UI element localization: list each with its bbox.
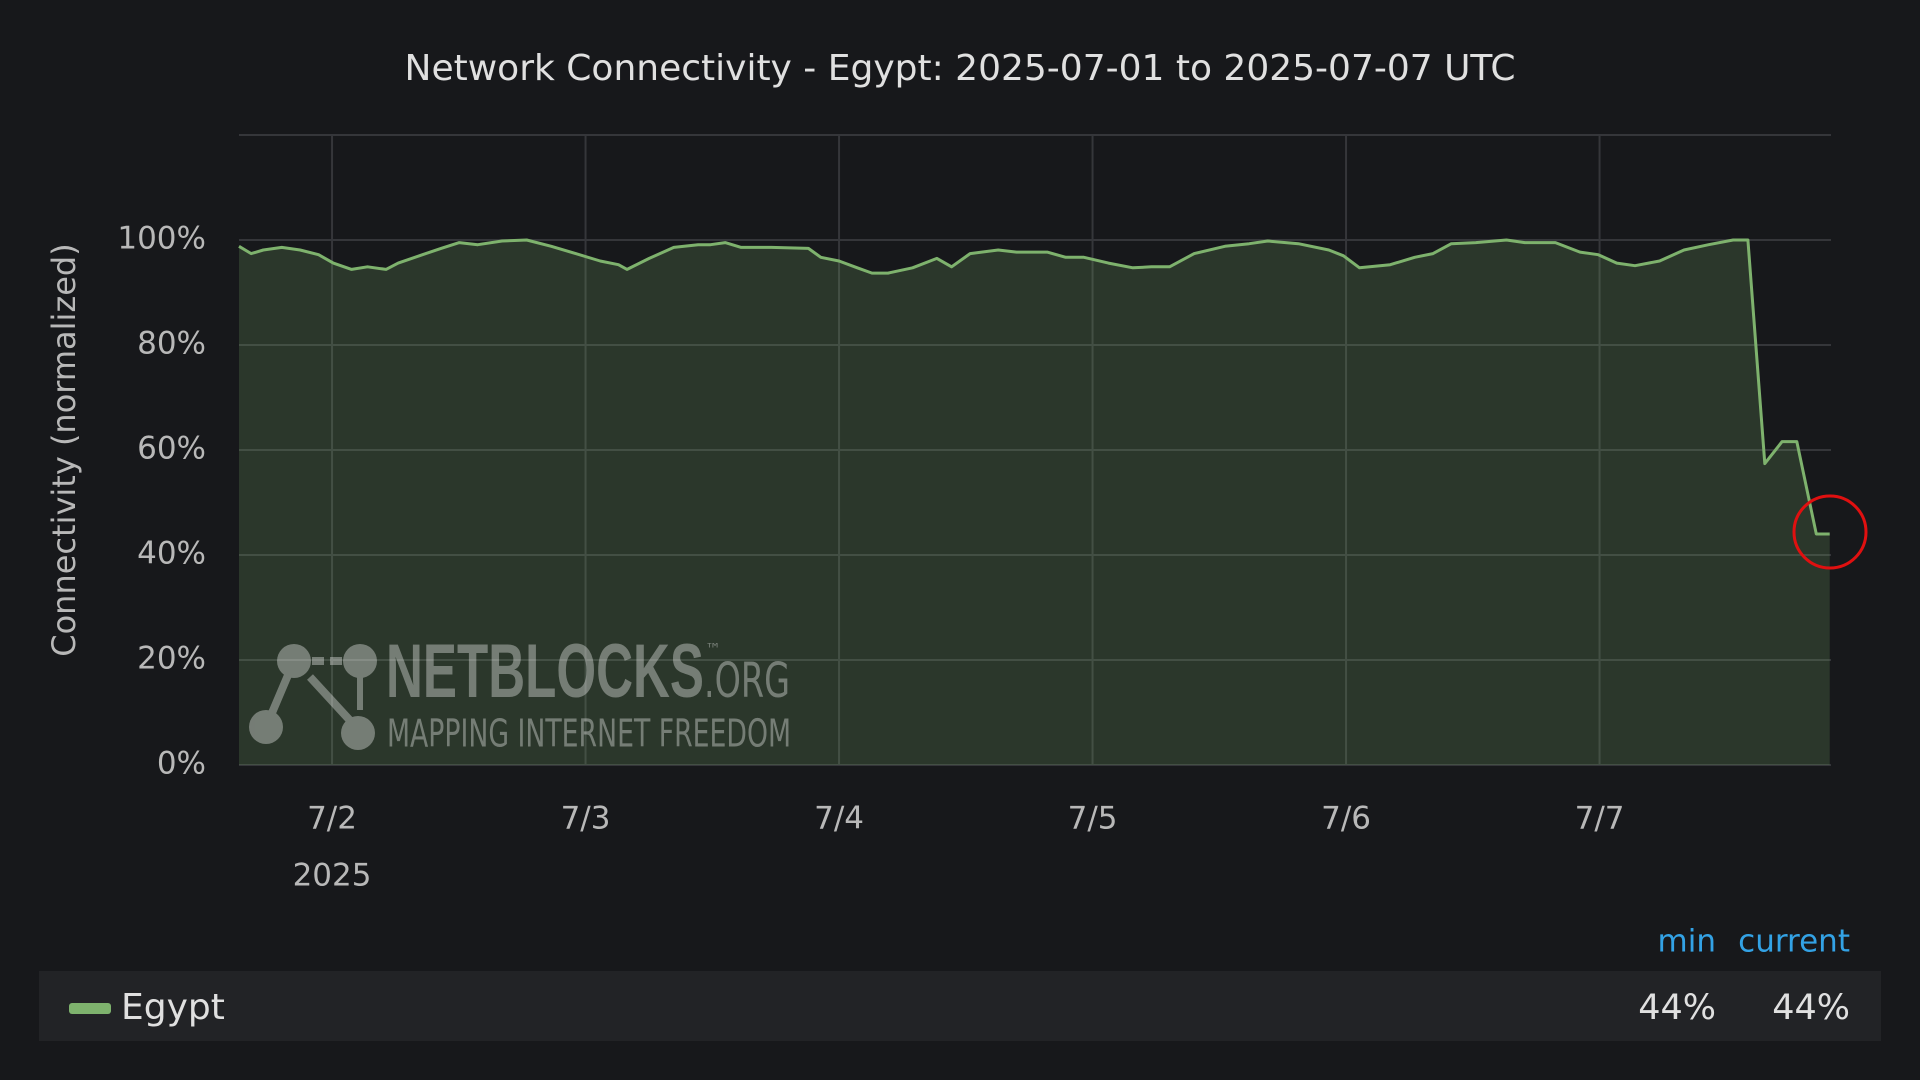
x-tick-label: 7/6 bbox=[1321, 801, 1371, 837]
x-year-label: 2025 bbox=[293, 858, 372, 894]
watermark-icon bbox=[249, 710, 283, 744]
watermark-domain: .ORG bbox=[704, 653, 790, 709]
highlight-circle bbox=[1792, 494, 1868, 570]
legend-row bbox=[39, 971, 1881, 1041]
x-tick-label: 7/7 bbox=[1575, 801, 1625, 837]
watermark: NETBLOCKS ™ .ORG MAPPING INTERNET FREEDO… bbox=[249, 629, 791, 756]
watermark-icon bbox=[307, 674, 359, 730]
x-tick-label: 7/4 bbox=[814, 801, 864, 837]
y-tick-label: 40% bbox=[137, 536, 206, 572]
y-axis-label: Connectivity (normalized) bbox=[45, 243, 83, 656]
x-tick-label: 7/2 bbox=[307, 801, 357, 837]
y-tick-label: 100% bbox=[117, 221, 206, 257]
watermark-icon bbox=[277, 644, 311, 678]
y-tick-label: 80% bbox=[137, 326, 206, 362]
line bbox=[238, 238, 1830, 536]
y-tick-label: 20% bbox=[137, 641, 206, 677]
legend-header: current bbox=[1738, 924, 1850, 960]
legend-label: Egypt bbox=[121, 987, 225, 1028]
x-tick-label: 7/5 bbox=[1068, 801, 1118, 837]
y-tick-label: 60% bbox=[137, 431, 206, 467]
grid bbox=[239, 134, 1831, 766]
watermark-tm: ™ bbox=[705, 640, 721, 659]
watermark-name: NETBLOCKS bbox=[386, 629, 704, 714]
area bbox=[239, 240, 1830, 765]
watermark-tagline: MAPPING INTERNET FREEDOM bbox=[387, 712, 791, 756]
x-tick-label: 7/3 bbox=[561, 801, 611, 837]
chart-title: Network Connectivity - Egypt: 2025-07-01… bbox=[405, 48, 1516, 89]
legend-stat: 44% bbox=[1772, 988, 1850, 1028]
legend-swatch bbox=[69, 1003, 111, 1014]
watermark-icon bbox=[343, 644, 377, 678]
legend-header: min bbox=[1658, 924, 1716, 960]
watermark-icon bbox=[341, 716, 375, 750]
y-tick-label: 0% bbox=[157, 746, 206, 782]
watermark-icon bbox=[262, 659, 298, 729]
legend-stat: 44% bbox=[1638, 988, 1716, 1028]
